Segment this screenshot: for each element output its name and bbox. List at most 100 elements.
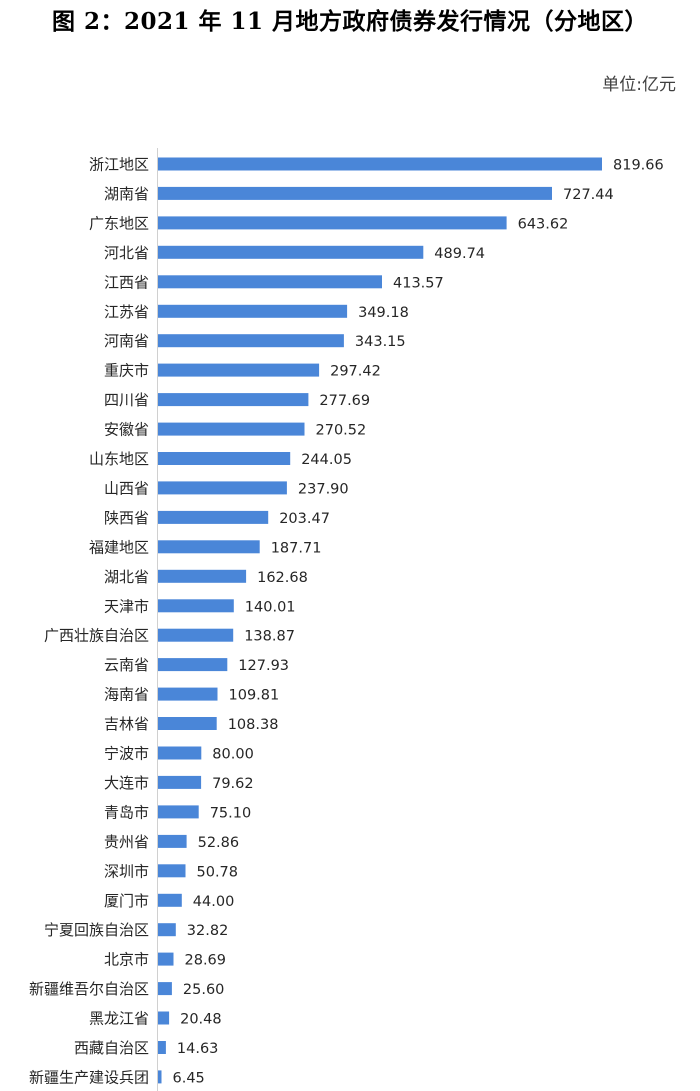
value-label: 140.01 (245, 599, 296, 615)
value-label: 52.86 (198, 835, 240, 851)
category-label: 海南省 (104, 686, 149, 704)
category-label: 青岛市 (104, 803, 149, 821)
category-label: 广西壮族自治区 (44, 627, 149, 645)
bar (158, 422, 305, 436)
value-label: 80.00 (212, 747, 254, 763)
bar (158, 952, 174, 966)
category-label: 宁夏回族自治区 (44, 921, 149, 939)
value-label: 44.00 (193, 894, 235, 910)
category-label: 广东地区 (89, 214, 149, 232)
value-label: 75.10 (210, 805, 252, 821)
value-label: 50.78 (197, 864, 239, 880)
bar (158, 923, 176, 937)
value-label: 244.05 (301, 452, 352, 468)
value-label: 14.63 (177, 1041, 219, 1057)
bar (158, 1011, 170, 1025)
bar (158, 540, 260, 554)
category-label: 厦门市 (104, 892, 149, 910)
bar (158, 216, 507, 230)
category-label: 四川省 (104, 391, 149, 409)
bar (158, 304, 348, 318)
bar (158, 717, 217, 730)
category-label: 吉林省 (104, 715, 149, 733)
bar (158, 452, 291, 465)
bars-group (158, 157, 602, 1084)
category-label: 山西省 (104, 479, 149, 497)
value-label: 489.74 (434, 246, 485, 262)
chart-title: 图 2：2021 年 11 月地方政府债券发行情况（分地区） (51, 8, 649, 35)
value-label: 819.66 (613, 158, 664, 174)
value-label: 297.42 (330, 364, 381, 380)
value-labels-group: 819.66 727.44 643.62 489.74 413.57 349.18 343.… (173, 158, 664, 1087)
category-label: 北京市 (104, 951, 149, 969)
category-label: 湖北省 (104, 568, 149, 586)
bar (158, 569, 247, 583)
category-label: 湖南省 (104, 185, 149, 203)
bar (158, 393, 309, 407)
value-label: 343.15 (355, 334, 406, 350)
bar (158, 1041, 166, 1054)
category-label: 西藏自治区 (74, 1039, 149, 1057)
bar (158, 481, 287, 495)
value-label: 79.62 (212, 776, 254, 792)
category-label: 新疆生产建设兵团 (29, 1068, 149, 1086)
value-label: 643.62 (518, 216, 569, 232)
bar (158, 864, 186, 878)
value-label: 25.60 (183, 982, 225, 998)
bar (158, 893, 182, 907)
category-label: 江西省 (104, 273, 149, 291)
category-label: 江苏省 (104, 303, 149, 321)
bar (158, 363, 320, 377)
value-label: 127.93 (238, 658, 289, 674)
bar (158, 1070, 162, 1084)
bar (158, 687, 218, 701)
bar (158, 275, 382, 289)
bar (158, 982, 172, 996)
category-label: 深圳市 (104, 862, 149, 880)
category-label: 新疆维吾尔自治区 (29, 980, 149, 998)
value-label: 349.18 (358, 305, 409, 321)
category-label: 大连市 (104, 774, 149, 792)
value-label: 413.57 (393, 275, 444, 291)
category-label: 河南省 (104, 332, 149, 350)
category-label: 山东地区 (89, 450, 149, 468)
bar (158, 157, 602, 171)
value-label: 109.81 (229, 688, 280, 704)
value-label: 270.52 (316, 423, 367, 439)
bar (158, 628, 234, 642)
value-label: 28.69 (185, 953, 227, 969)
category-label: 宁波市 (104, 745, 149, 763)
category-label: 安徽省 (104, 421, 149, 439)
value-label: 20.48 (180, 1012, 222, 1028)
value-label: 187.71 (271, 540, 322, 556)
unit-label: 单位:亿元 (602, 75, 676, 95)
bar (158, 658, 228, 672)
category-label: 重庆市 (104, 362, 149, 380)
category-label: 陕西省 (104, 509, 149, 527)
value-label: 203.47 (279, 511, 330, 527)
value-label: 237.90 (298, 481, 349, 497)
value-label: 277.69 (319, 393, 370, 409)
value-label: 6.45 (173, 1070, 205, 1086)
bar (158, 599, 234, 613)
bar (158, 245, 424, 259)
category-label: 河北省 (104, 244, 149, 262)
category-label: 云南省 (104, 656, 149, 674)
category-labels-group: 浙江地区湖南省广东地区河北省江西省江苏省河南省重庆市四川省安徽省山东地区山西省陕… (29, 156, 149, 1087)
category-label: 贵州省 (104, 833, 149, 851)
bar (158, 334, 344, 348)
value-label: 32.82 (187, 923, 229, 939)
value-label: 138.87 (244, 629, 295, 645)
category-label: 黑龙江省 (89, 1010, 149, 1028)
value-label: 108.38 (228, 717, 279, 733)
value-label: 727.44 (563, 187, 614, 203)
category-label: 浙江地区 (89, 156, 149, 174)
category-label: 天津市 (104, 597, 149, 615)
bar (158, 510, 269, 524)
bar (158, 805, 199, 819)
bar (158, 775, 202, 789)
bar (158, 746, 202, 760)
value-label: 162.68 (257, 570, 308, 586)
category-label: 福建地区 (89, 538, 149, 556)
